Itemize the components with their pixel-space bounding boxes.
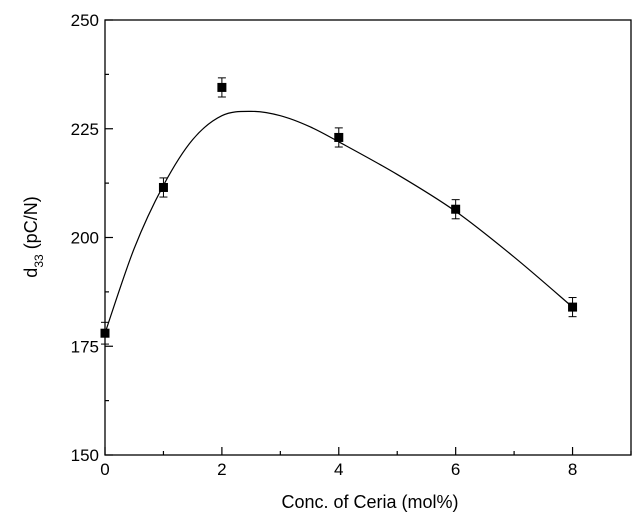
y-tick-label: 225 (71, 120, 99, 139)
data-point (334, 132, 344, 142)
y-axis-label-unit: (pC/N) (21, 196, 41, 254)
x-tick-label: 0 (100, 460, 109, 479)
data-point (568, 302, 578, 312)
y-tick-label: 150 (71, 446, 99, 465)
x-tick-label: 8 (568, 460, 577, 479)
error-bar-layer (101, 77, 577, 345)
y-tick-label: 250 (71, 11, 99, 30)
tick-layer: 0 2 4 6 8 150 175 200 225 250 (71, 11, 632, 479)
y-axis-label: d33 (pC/N) (21, 196, 46, 277)
y-tick-label: 200 (71, 229, 99, 248)
data-point (451, 204, 461, 214)
y-axis-label-sub: 33 (32, 254, 46, 268)
x-tick-label: 2 (217, 460, 226, 479)
data-point (158, 182, 168, 192)
y-tick-label: 175 (71, 337, 99, 356)
data-point-layer (100, 82, 578, 338)
x-tick-label: 6 (451, 460, 460, 479)
plot-frame (104, 19, 632, 456)
x-axis-label: Conc. of Ceria (mol%) (281, 492, 458, 512)
x-tick-label: 4 (334, 460, 343, 479)
y-axis-label-main: d (21, 268, 41, 278)
data-point (217, 82, 227, 92)
